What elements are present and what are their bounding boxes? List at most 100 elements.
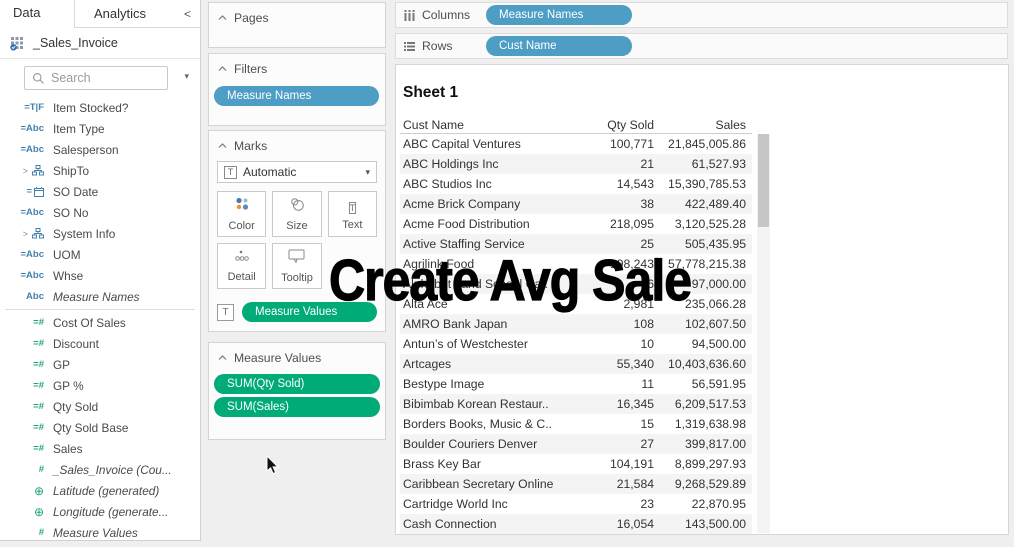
field-item[interactable]: > System Info bbox=[0, 223, 200, 244]
table-row[interactable]: Cash Connection 16,054 143,500.00 bbox=[400, 514, 752, 534]
size-button[interactable]: Size bbox=[272, 191, 322, 237]
tab-data[interactable]: Data bbox=[0, 0, 74, 28]
qty-sold-cell: 108 bbox=[633, 317, 654, 331]
detail-button[interactable]: Detail bbox=[217, 243, 267, 289]
cust-name-cell: Antun’s of Westchester bbox=[403, 337, 528, 351]
field-item[interactable]: Abc Measure Names bbox=[0, 286, 200, 307]
table-row[interactable]: Acme Brick Company 38 422,489.40 bbox=[400, 194, 752, 214]
filters-card-title[interactable]: Filters bbox=[209, 54, 385, 76]
field-label: Measure Names bbox=[53, 289, 140, 304]
field-item[interactable]: =# Sales bbox=[0, 438, 200, 459]
expand-arrow-icon[interactable]: > bbox=[22, 228, 28, 239]
rows-pill[interactable]: Cust Name bbox=[486, 36, 632, 56]
table-row[interactable]: AMRO Bank Japan 108 102,607.50 bbox=[400, 314, 752, 334]
field-item[interactable]: =Abc UOM bbox=[0, 244, 200, 265]
search-input[interactable]: Search bbox=[24, 66, 168, 90]
sales-cell: 3,120,525.28 bbox=[674, 217, 746, 231]
field-item[interactable]: =# GP % bbox=[0, 375, 200, 396]
header-cust-name[interactable]: Cust Name bbox=[403, 117, 464, 132]
field-item[interactable]: > ShipTo bbox=[0, 160, 200, 181]
dropdown-caret-icon[interactable]: ▾ bbox=[365, 166, 370, 177]
expand-arrow-icon[interactable]: > bbox=[22, 165, 28, 176]
marks-card-title[interactable]: Marks bbox=[209, 131, 385, 153]
collapse-pane-icon[interactable]: < bbox=[183, 6, 191, 21]
text-button[interactable]: T Text bbox=[327, 191, 377, 237]
table-row[interactable]: Agrilink Food 198,243 57,778,215.38 bbox=[400, 254, 752, 274]
table-row[interactable]: Acme Food Distribution 218,095 3,120,525.2… bbox=[400, 214, 752, 234]
columns-label: Columns bbox=[422, 8, 471, 22]
field-item[interactable]: =# Discount bbox=[0, 333, 200, 354]
field-item[interactable]: =Abc Salesperson bbox=[0, 139, 200, 160]
table-row[interactable]: ABC Studios Inc 14,543 15,390,785.53 bbox=[400, 174, 752, 194]
header-sales[interactable]: Sales bbox=[715, 117, 747, 132]
table-row[interactable]: Brass Key Bar 104,191 8,899,297.93 bbox=[400, 454, 752, 474]
columns-shelf[interactable]: Columns Measure Names bbox=[395, 2, 1008, 28]
tooltip-button[interactable]: Tooltip bbox=[272, 243, 322, 289]
text-encoding-icon[interactable]: T bbox=[217, 303, 234, 321]
field-item[interactable]: # Measure Values bbox=[0, 522, 200, 543]
table-row[interactable]: Alphabet Land School Ca.. 16 97,000.00 bbox=[400, 274, 752, 294]
field-item[interactable]: =# Qty Sold Base bbox=[0, 417, 200, 438]
table-row[interactable]: ABC Holdings Inc 21 61,527.93 bbox=[400, 154, 752, 174]
sales-cell: 97,000.00 bbox=[691, 277, 746, 291]
field-item[interactable]: # _Sales_Invoice (Cou... bbox=[0, 459, 200, 480]
field-item[interactable]: =Abc Item Type bbox=[0, 118, 200, 139]
field-item[interactable]: = SO Date bbox=[0, 181, 200, 202]
datasource-row[interactable]: _Sales_Invoice bbox=[0, 28, 200, 59]
filters-card-label: Filters bbox=[234, 62, 268, 76]
vertical-scrollbar[interactable] bbox=[757, 134, 770, 533]
table-row[interactable]: Borders Books, Music & C.. 15 1,319,638.98 bbox=[400, 414, 752, 434]
table-row[interactable]: Boulder Couriers Denver 27 399,817.00 bbox=[400, 434, 752, 454]
table-row[interactable]: Artcages 55,340 10,403,636.60 bbox=[400, 354, 752, 374]
field-item[interactable]: =# Cost Of Sales bbox=[0, 312, 200, 333]
tab-analytics-label: Analytics bbox=[94, 6, 147, 21]
field-item[interactable]: =Abc SO No bbox=[0, 202, 200, 223]
chevron-up-icon bbox=[218, 355, 227, 360]
measure-value-pill[interactable]: SUM(Qty Sold) bbox=[214, 374, 380, 394]
marks-buttons: Color Size T Text Detail Tooltip bbox=[217, 191, 377, 289]
search-options-caret-icon[interactable]: ▾ bbox=[184, 71, 189, 81]
color-button[interactable]: Color bbox=[217, 191, 267, 237]
scrollbar-thumb[interactable] bbox=[758, 134, 769, 227]
chevron-up-icon bbox=[218, 143, 227, 148]
qty-sold-cell: 21,584 bbox=[616, 477, 654, 491]
table-row[interactable]: ABC Capital Ventures 100,771 21,845,005.86 bbox=[400, 134, 752, 154]
table-row[interactable]: Antun’s of Westchester 10 94,500.00 bbox=[400, 334, 752, 354]
cust-name-cell: Cash Connection bbox=[403, 517, 497, 531]
field-label: SO No bbox=[53, 205, 89, 220]
columns-pill[interactable]: Measure Names bbox=[486, 5, 632, 25]
mark-button-label: Text bbox=[342, 218, 363, 231]
marks-text-pill[interactable]: Measure Values bbox=[242, 302, 377, 322]
sales-cell: 102,607.50 bbox=[685, 317, 746, 331]
tab-analytics[interactable]: Analytics < bbox=[74, 0, 200, 28]
field-item[interactable]: =T|F Item Stocked? bbox=[0, 97, 200, 118]
string-calc-icon: =Abc bbox=[20, 249, 45, 260]
sheet-title: Sheet 1 bbox=[403, 84, 459, 101]
table-row[interactable]: Caribbean Secretary Online 21,584 9,268,52… bbox=[400, 474, 752, 494]
measure-value-pill[interactable]: SUM(Sales) bbox=[214, 397, 380, 417]
field-item[interactable]: =# Qty Sold bbox=[0, 396, 200, 417]
field-item[interactable]: ⊕ Latitude (generated) bbox=[0, 480, 200, 501]
rows-shelf[interactable]: Rows Cust Name bbox=[395, 33, 1008, 59]
mark-type-dropdown[interactable]: T Automatic ▾ bbox=[217, 161, 377, 183]
header-qty-sold[interactable]: Qty Sold bbox=[607, 117, 654, 132]
table-row[interactable]: Cartridge World Inc 23 22,870.95 bbox=[400, 494, 752, 514]
table-row[interactable]: Bestype Image 11 56,591.95 bbox=[400, 374, 752, 394]
data-pane-tabs: Data Analytics < bbox=[0, 0, 200, 28]
filter-pill[interactable]: Measure Names bbox=[214, 86, 379, 106]
table-row[interactable]: Bibimbab Korean Restaur.. 16,345 6,209,517… bbox=[400, 394, 752, 414]
measure-values-card-title[interactable]: Measure Values bbox=[209, 343, 385, 365]
field-item[interactable]: =Abc Whse bbox=[0, 265, 200, 286]
cust-name-cell: Alta Ace bbox=[403, 297, 448, 311]
table-row[interactable]: Active Staffing Service 25 505,435.95 bbox=[400, 234, 752, 254]
qty-sold-cell: 2,981 bbox=[623, 297, 655, 311]
rows-pills: Cust Name bbox=[484, 36, 632, 56]
table-row[interactable]: Alta Ace 2,981 235,066.28 bbox=[400, 294, 752, 314]
mark-button-label: Tooltip bbox=[281, 271, 313, 284]
sales-cell: 143,500.00 bbox=[685, 517, 746, 531]
field-item[interactable]: =# GP bbox=[0, 354, 200, 375]
number-icon: # bbox=[38, 527, 44, 538]
field-item[interactable]: ⊕ Longitude (generate... bbox=[0, 501, 200, 522]
columns-pills: Measure Names bbox=[484, 5, 632, 25]
pages-card-title[interactable]: Pages bbox=[209, 3, 385, 25]
